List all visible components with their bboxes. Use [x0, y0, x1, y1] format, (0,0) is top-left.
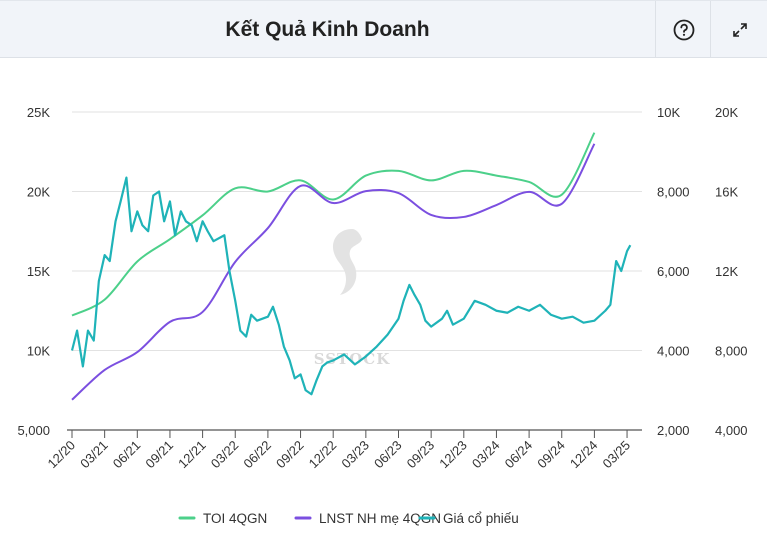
x-axis-tick-label: 09/21	[142, 438, 176, 472]
help-button[interactable]	[655, 1, 711, 58]
business-results-chart: SSTOCK 5,000 2,000 4,000 10K 4,000 8,000 15K 6,…	[17, 105, 748, 526]
right2-axis-tick-label: 8,000	[715, 344, 748, 359]
x-axis-tick-label: 03/21	[77, 438, 111, 472]
x-axis-tick-label: 09/23	[404, 438, 438, 472]
x-axis-tick-label: 06/22	[240, 438, 274, 472]
x-axis-tick-label: 09/22	[273, 438, 307, 472]
x-axis-tick-label: 03/24	[469, 438, 503, 472]
legend-label: LNST NH mẹ 4QGN	[319, 511, 441, 526]
left-axis-tick-label: 25K	[27, 105, 50, 120]
series-line-2	[70, 176, 632, 396]
x-axis-tick-label: 12/24	[567, 438, 601, 472]
x-axis-tick-label: 06/24	[502, 438, 536, 472]
x-axis-tick-label: 03/23	[338, 438, 372, 472]
legend-label: TOI 4QGN	[203, 511, 267, 526]
question-circle-icon	[673, 19, 694, 40]
expand-arrows-icon	[732, 22, 747, 37]
x-axis-tick-label: 06/23	[371, 438, 405, 472]
legend-item[interactable]: LNST NH mẹ 4QGN	[294, 511, 441, 526]
right2-axis-tick-label: 12K	[715, 264, 738, 279]
right2-axis-tick-label: 16K	[715, 185, 738, 200]
x-axis-tick-label: 03/25	[600, 438, 634, 472]
right1-axis-tick-label: 10K	[657, 105, 680, 120]
series-line-0	[71, 132, 596, 317]
legend-label: Giá cổ phiếu	[443, 511, 519, 526]
sstock-watermark: SSTOCK	[314, 350, 391, 368]
left-axis-tick-label: 20K	[27, 185, 50, 200]
right2-axis-tick-label: 20K	[715, 105, 738, 120]
right2-axis-tick-label: 4,000	[715, 423, 748, 438]
x-axis-tick-label: 12/22	[306, 438, 340, 472]
chart-header: Kết Quả Kinh Doanh	[0, 0, 767, 58]
legend-item[interactable]: TOI 4QGN	[178, 511, 267, 526]
legend-item[interactable]: Giá cổ phiếu	[418, 511, 519, 526]
right1-axis-tick-label: 6,000	[657, 264, 690, 279]
chart-title: Kết Quả Kinh Doanh	[225, 18, 430, 41]
x-axis-tick-label: 09/24	[534, 438, 568, 472]
left-axis-tick-label: 10K	[27, 344, 50, 359]
x-axis-tick-label: 12/21	[175, 438, 209, 472]
x-axis-tick-label: 12/20	[45, 438, 79, 472]
x-axis-tick-label: 12/23	[436, 438, 470, 472]
right1-axis-tick-label: 4,000	[657, 344, 690, 359]
right1-axis-tick-label: 2,000	[657, 423, 690, 438]
left-axis-tick-label: 5,000	[17, 423, 50, 438]
expand-button[interactable]	[710, 1, 767, 58]
x-axis-tick-label: 03/22	[208, 438, 242, 472]
left-axis-tick-label: 15K	[27, 264, 50, 279]
sstock-logo	[332, 229, 362, 295]
series-line-1	[71, 143, 596, 401]
right1-axis-tick-label: 8,000	[657, 185, 690, 200]
x-axis-tick-label: 06/21	[110, 438, 144, 472]
